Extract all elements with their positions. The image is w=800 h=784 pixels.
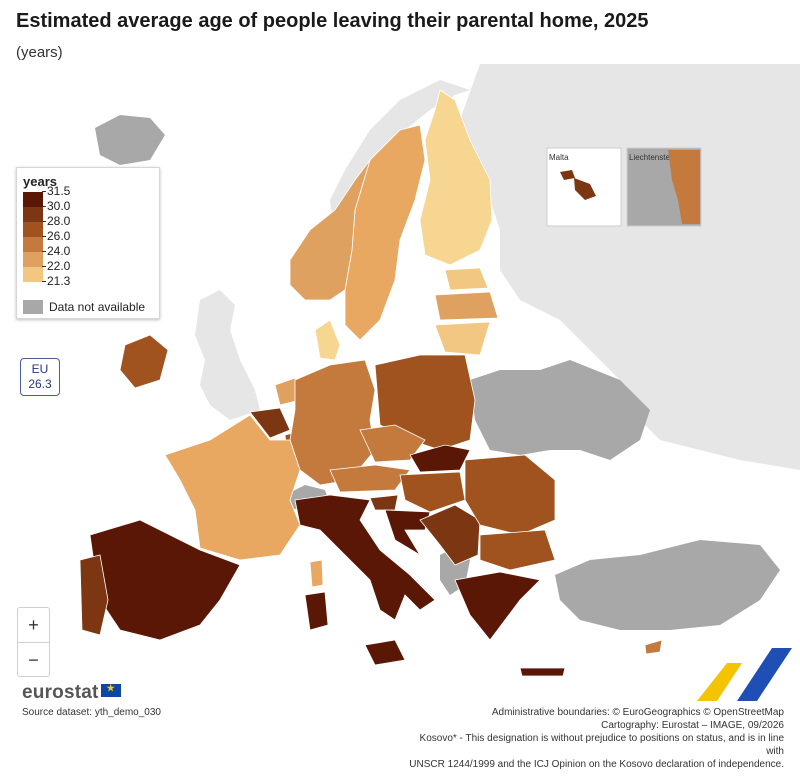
page-title: Estimated average age of people leaving … xyxy=(16,10,649,32)
region-cyprus xyxy=(644,639,663,655)
brand-stripes-icon xyxy=(697,648,792,701)
region-croatia xyxy=(384,509,431,556)
credits: Administrative boundaries: © EuroGeograp… xyxy=(404,706,784,771)
legend-tick-label: 22.0 xyxy=(41,259,71,273)
legend-row: 30.0 xyxy=(23,200,153,222)
page-subtitle: (years) xyxy=(16,44,63,61)
legend-tick-label: 24.0 xyxy=(41,244,71,258)
region-estonia xyxy=(444,267,489,291)
region-slovenia xyxy=(369,494,399,511)
europe-map[interactable]: Malta Liechtenstein xyxy=(0,64,800,694)
legend-swatch xyxy=(23,222,43,237)
region-crete xyxy=(519,667,566,677)
region-norway-eea xyxy=(289,159,371,301)
region-russia xyxy=(460,64,800,470)
legend-na-swatch xyxy=(23,300,43,314)
region-france xyxy=(164,414,301,561)
legend-tick-label: 31.5 xyxy=(41,184,71,198)
eu-flag-icon xyxy=(100,683,121,697)
credit-line: UNSCR 1244/1999 and the ICJ Opinion on t… xyxy=(409,759,784,770)
legend-swatch xyxy=(23,252,43,267)
region-greece xyxy=(454,571,541,641)
legend-row: 24.0 xyxy=(23,245,153,267)
region-bulgaria xyxy=(479,529,556,571)
legend-swatch xyxy=(23,207,43,222)
region-lithuania xyxy=(434,321,491,356)
credit-line: Cartography: Eurostat – IMAGE, 09/2026 xyxy=(601,720,784,731)
inset-liechtenstein-label: Liechtenstein xyxy=(629,153,676,162)
region-turkey xyxy=(555,540,780,630)
region-denmark xyxy=(314,319,341,361)
region-austria xyxy=(329,464,411,493)
region-uk xyxy=(195,290,260,420)
region-iceland xyxy=(95,115,165,165)
region-portugal xyxy=(79,554,109,636)
region-hungary xyxy=(399,471,466,513)
legend-swatch xyxy=(23,192,43,207)
inset-malta: Malta xyxy=(546,147,622,227)
eu-badge-label: EU xyxy=(31,362,49,376)
eu-average-badge: EU 26.3 xyxy=(20,358,60,396)
legend-swatch xyxy=(23,267,43,282)
region-slovakia xyxy=(409,444,471,473)
region-romania xyxy=(464,454,556,536)
region-belgium xyxy=(249,407,291,439)
region-latvia xyxy=(434,291,499,321)
legend-tick-label: 30.0 xyxy=(41,199,71,213)
credit-line: Administrative boundaries: © EuroGeograp… xyxy=(491,707,784,718)
legend-na-label: Data not available xyxy=(49,300,146,314)
region-czechia xyxy=(359,424,426,463)
eu-badge-value: 26.3 xyxy=(28,377,52,391)
region-ireland xyxy=(119,334,169,389)
legend-scale: 31.5 30.0 28.0 26.0 24.0 22.0 21.3 xyxy=(23,185,153,290)
eurostat-logo-text: eurostat xyxy=(22,682,99,703)
legend-row: 31.5 xyxy=(23,185,153,207)
region-sicily xyxy=(364,639,406,666)
inset-liechtenstein: Liechtenstein xyxy=(626,147,702,227)
legend-row: 22.0 xyxy=(23,260,153,282)
legend-tick-label: 28.0 xyxy=(41,214,71,228)
region-sardinia xyxy=(304,591,329,631)
region-finland xyxy=(419,89,493,266)
zoom-in-button[interactable]: + xyxy=(18,608,49,643)
legend-row: 26.0 xyxy=(23,230,153,252)
legend-row: 28.0 xyxy=(23,215,153,237)
legend-swatch xyxy=(23,237,43,252)
legend-title: years xyxy=(23,174,57,189)
region-bosnia-serbia-mne xyxy=(419,504,481,566)
legend: years 31.5 30.0 28.0 26.0 24.0 22.0 21.3 Data … xyxy=(16,167,160,319)
legend-tick-label: 26.0 xyxy=(41,229,71,243)
region-corsica xyxy=(309,559,324,588)
legend-na: Data not available xyxy=(23,300,153,314)
credit-line: Kosovo* - This designation is without pr… xyxy=(419,733,784,757)
legend-tick-label: 21.3 xyxy=(41,274,71,288)
region-belarus-ukraine xyxy=(470,360,650,460)
region-germany xyxy=(289,359,376,486)
region-italy xyxy=(294,494,436,621)
zoom-control: + − xyxy=(17,607,50,677)
eurostat-logo: eurostat xyxy=(22,682,121,704)
zoom-out-button[interactable]: − xyxy=(28,650,39,670)
inset-malta-label: Malta xyxy=(549,153,569,162)
source-dataset: Source dataset: yth_demo_030 xyxy=(22,707,161,718)
legend-row: 21.3 xyxy=(23,275,153,290)
